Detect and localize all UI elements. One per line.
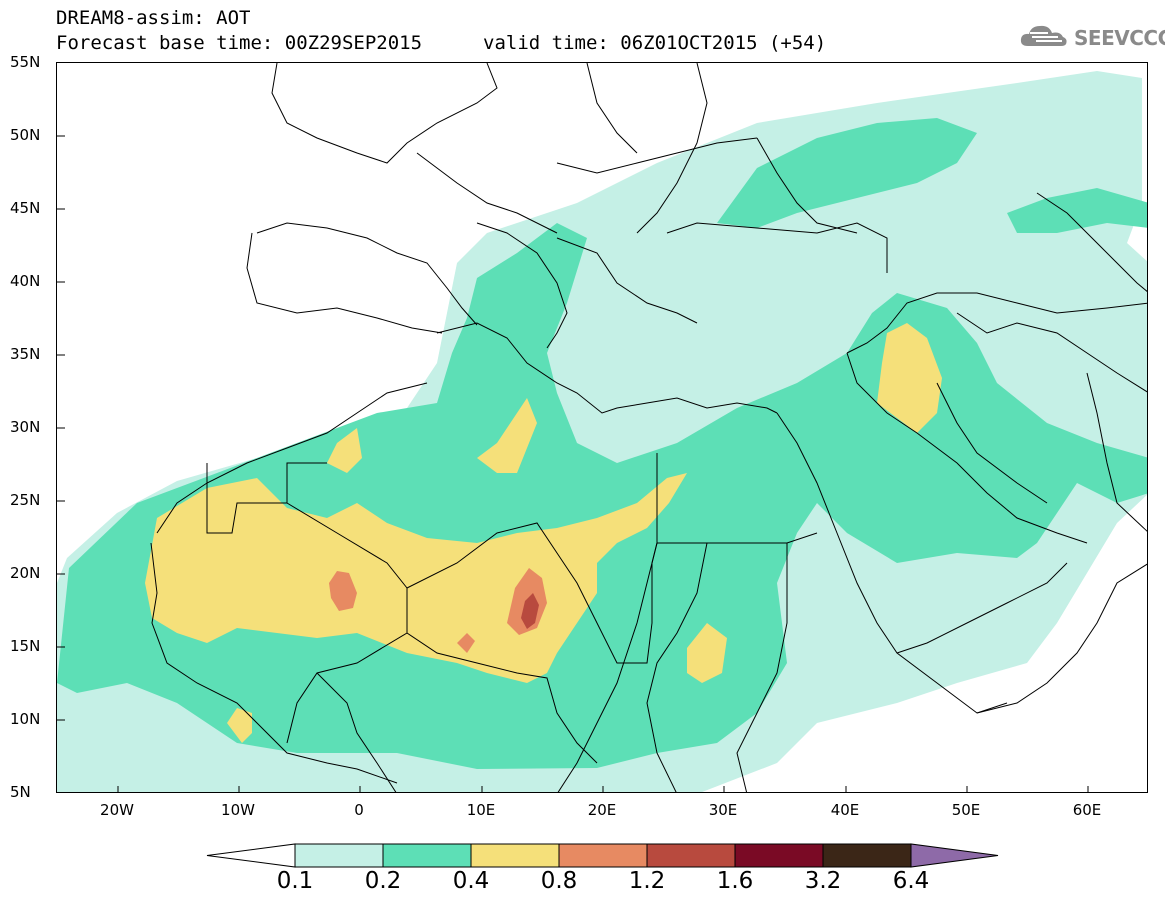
- aot-field-1.2-1.6: [521, 593, 539, 629]
- aot-field-0.4-0.8: [145, 323, 942, 743]
- cloud-icon: [1018, 22, 1070, 54]
- colorbar-segment-1.2-1.6: [646, 843, 736, 868]
- colorbar-label-0.1: 0.1: [276, 868, 314, 894]
- aot-map: [57, 63, 1147, 792]
- lat-label-5n: 5N: [10, 783, 31, 801]
- colorbar-label-0.8: 0.8: [540, 868, 578, 894]
- colorbar-label-1.6: 1.6: [716, 868, 754, 894]
- map-title: DREAM8-assim: AOT: [56, 7, 251, 29]
- colorbar-label-1.2: 1.2: [628, 868, 666, 894]
- lat-label-35n: 35N: [10, 345, 41, 363]
- logo-text: SEEVCCC: [1074, 26, 1165, 50]
- colorbar-segment-1.6-3.2: [734, 843, 824, 868]
- lon-label-40e: 40E: [830, 801, 860, 819]
- colorbar-label-0.4: 0.4: [452, 868, 490, 894]
- colorbar-segment-0.4-0.8: [470, 843, 560, 868]
- lat-label-40n: 40N: [10, 272, 41, 290]
- colorbar-segment-above-6.4: [910, 843, 999, 868]
- colorbar-segment-0.1-0.2: [294, 843, 384, 868]
- colorbar-segment-3.2-6.4: [822, 843, 912, 868]
- lon-label-50e: 50E: [951, 801, 981, 819]
- coastlines-and-borders: [150, 63, 1147, 792]
- seevccc-logo: SEEVCCC: [1018, 22, 1165, 54]
- colorbar-label-3.2: 3.2: [804, 868, 842, 894]
- lat-label-45n: 45N: [10, 199, 41, 217]
- lat-label-55n: 55N: [10, 53, 41, 71]
- map-area: [56, 62, 1148, 793]
- forecast-base-time: Forecast base time: 00Z29SEP2015: [56, 32, 423, 54]
- colorbar-segment-0.2-0.4: [382, 843, 472, 868]
- lat-label-50n: 50N: [10, 126, 41, 144]
- aot-colorbar: [206, 843, 999, 868]
- lat-label-15n: 15N: [10, 637, 41, 655]
- lat-label-25n: 25N: [10, 491, 41, 509]
- colorbar-segment-0.8-1.2: [558, 843, 648, 868]
- lon-label-20e: 20E: [587, 801, 617, 819]
- lon-label-10e: 10E: [466, 801, 496, 819]
- colorbar-label-6.4: 6.4: [892, 868, 930, 894]
- lat-label-30n: 30N: [10, 418, 41, 436]
- lat-label-10n: 10N: [10, 710, 41, 728]
- lon-ticks: [117, 786, 1089, 792]
- colorbar-label-0.2: 0.2: [364, 868, 402, 894]
- lon-label-10w: 10W: [221, 801, 255, 819]
- lon-label-20w: 20W: [100, 801, 134, 819]
- lat-label-20n: 20N: [10, 564, 41, 582]
- valid-time: valid time: 06Z01OCT2015 (+54): [483, 32, 827, 54]
- colorbar-segment-below-0.1: [206, 843, 296, 868]
- lon-label-0: 0: [354, 801, 364, 819]
- lon-label-60e: 60E: [1072, 801, 1102, 819]
- lat-ticks: [57, 135, 65, 721]
- lon-label-30e: 30E: [708, 801, 738, 819]
